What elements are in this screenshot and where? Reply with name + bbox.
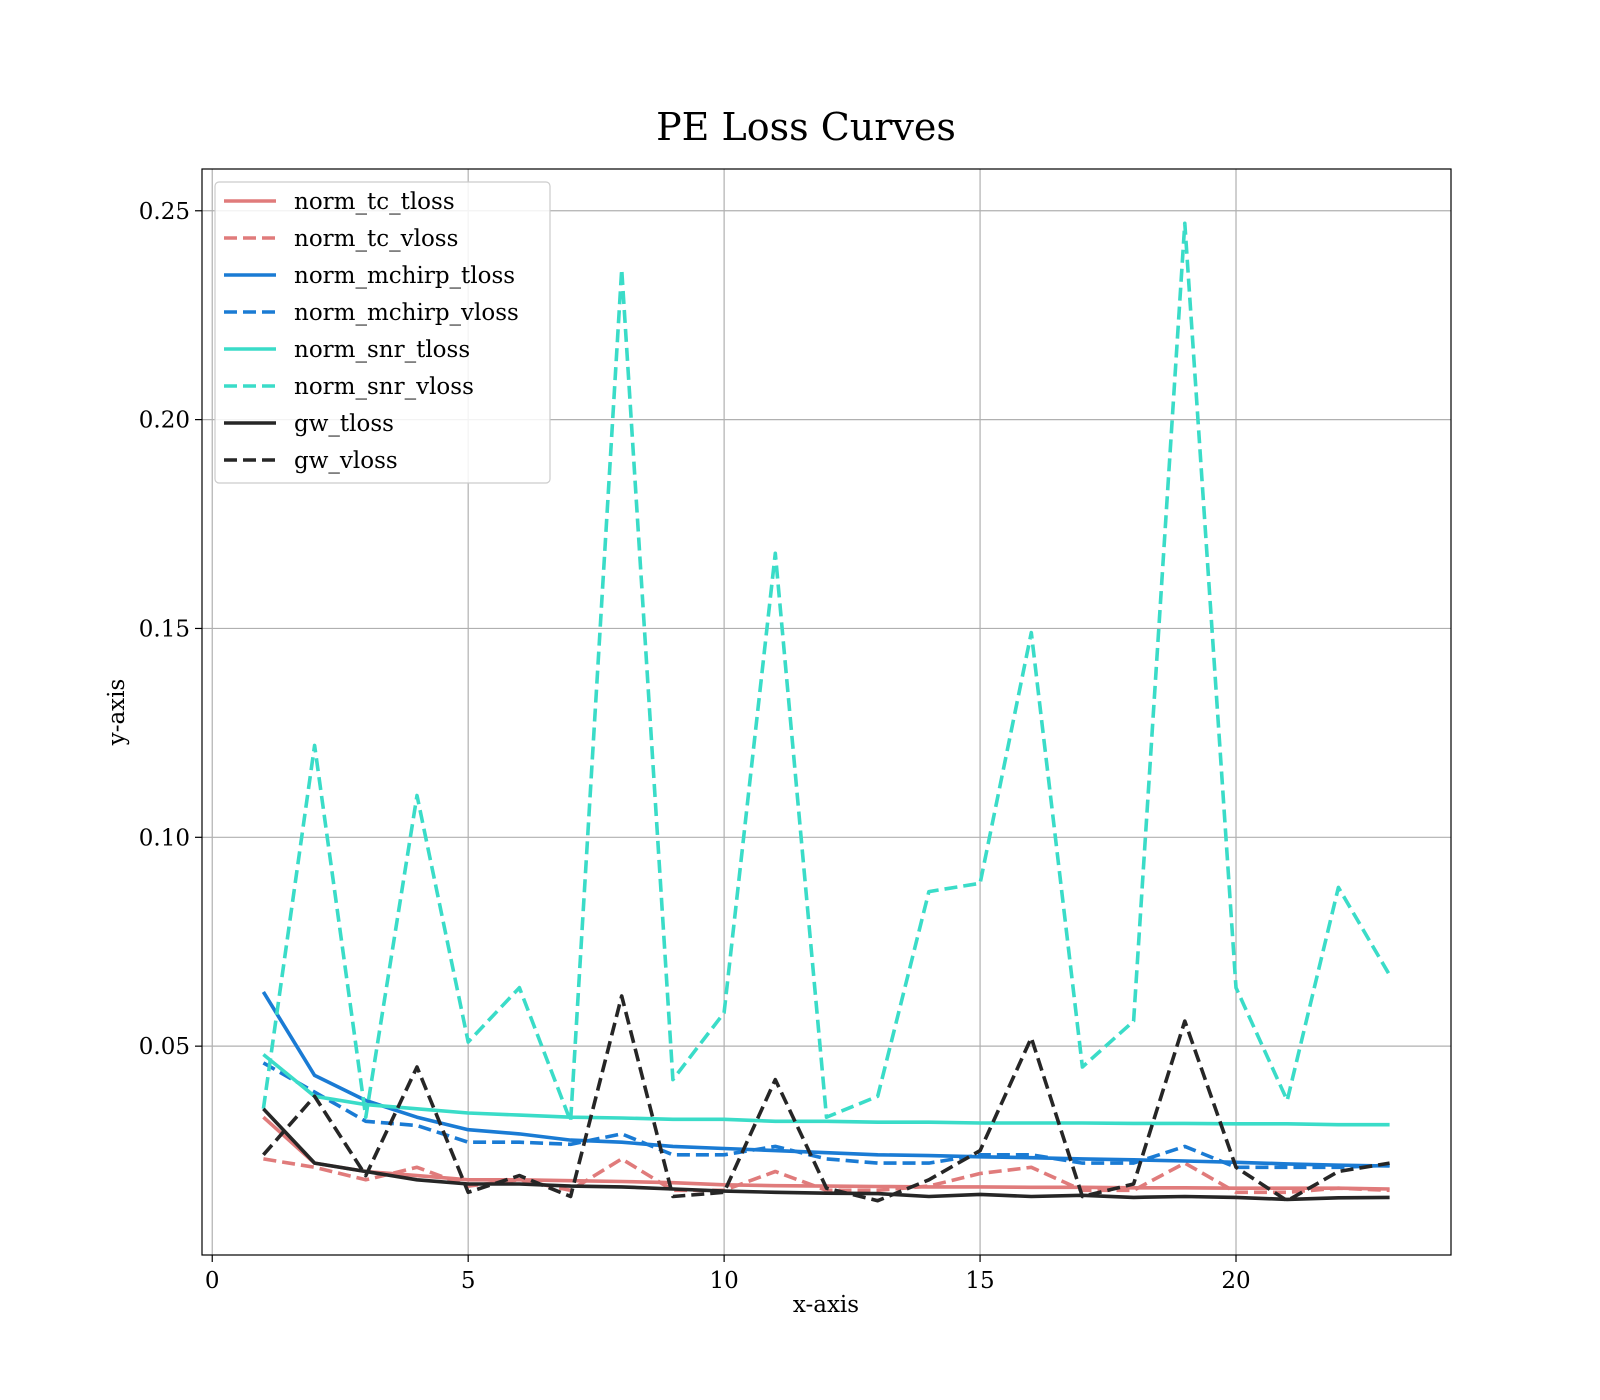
legend-entry: norm_mchirp_tloss bbox=[294, 263, 515, 289]
series-norm-snr-vloss bbox=[261, 221, 1392, 1124]
x-tick-label: 20 bbox=[1221, 1268, 1250, 1294]
series-norm-snr-tloss bbox=[262, 1053, 1390, 1127]
series-norm-mchirp-vloss bbox=[262, 1061, 1390, 1170]
y-axis-ticks: 0.05 0.10 0.15 0.20 0.25 bbox=[139, 199, 202, 1060]
series-gw-vloss bbox=[262, 994, 1390, 1203]
plot-frame bbox=[201, 168, 1452, 1256]
x-tick-label: 15 bbox=[965, 1268, 994, 1294]
series-lines bbox=[261, 221, 1392, 1203]
y-tick-label: 0.25 bbox=[139, 199, 190, 225]
x-axis-ticks: 0 5 10 15 20 bbox=[205, 1255, 1251, 1294]
legend-entry: norm_tc_tloss bbox=[294, 189, 455, 215]
x-tick-label: 10 bbox=[709, 1268, 738, 1294]
series-norm-mchirp-tloss bbox=[261, 990, 1390, 1168]
series-gw-tloss bbox=[262, 1107, 1390, 1202]
legend-entry: norm_mchirp_vloss bbox=[294, 300, 519, 326]
y-tick-label: 0.15 bbox=[139, 616, 190, 642]
x-axis-label: x-axis bbox=[793, 1292, 859, 1318]
legend-entry: norm_tc_vloss bbox=[294, 226, 458, 252]
x-tick-label: 0 bbox=[205, 1268, 220, 1294]
y-axis-label: y-axis bbox=[104, 679, 130, 747]
series-norm-tc-vloss bbox=[263, 1157, 1390, 1195]
legend-entry: norm_snr_tloss bbox=[294, 337, 470, 363]
legend-entry: gw_tloss bbox=[294, 411, 394, 437]
legend-box bbox=[214, 181, 551, 484]
y-tick-label: 0.05 bbox=[139, 1034, 190, 1060]
y-tick-label: 0.20 bbox=[139, 408, 190, 434]
x-tick-label: 5 bbox=[461, 1268, 476, 1294]
legend: norm_tc_tloss norm_tc_vloss norm_mchirp_tl… bbox=[214, 181, 551, 484]
chart-title: PE Loss Curves bbox=[656, 105, 956, 149]
y-tick-label: 0.10 bbox=[139, 825, 190, 851]
legend-entry: norm_snr_vloss bbox=[294, 374, 474, 400]
legend-entry: gw_vloss bbox=[294, 448, 398, 474]
